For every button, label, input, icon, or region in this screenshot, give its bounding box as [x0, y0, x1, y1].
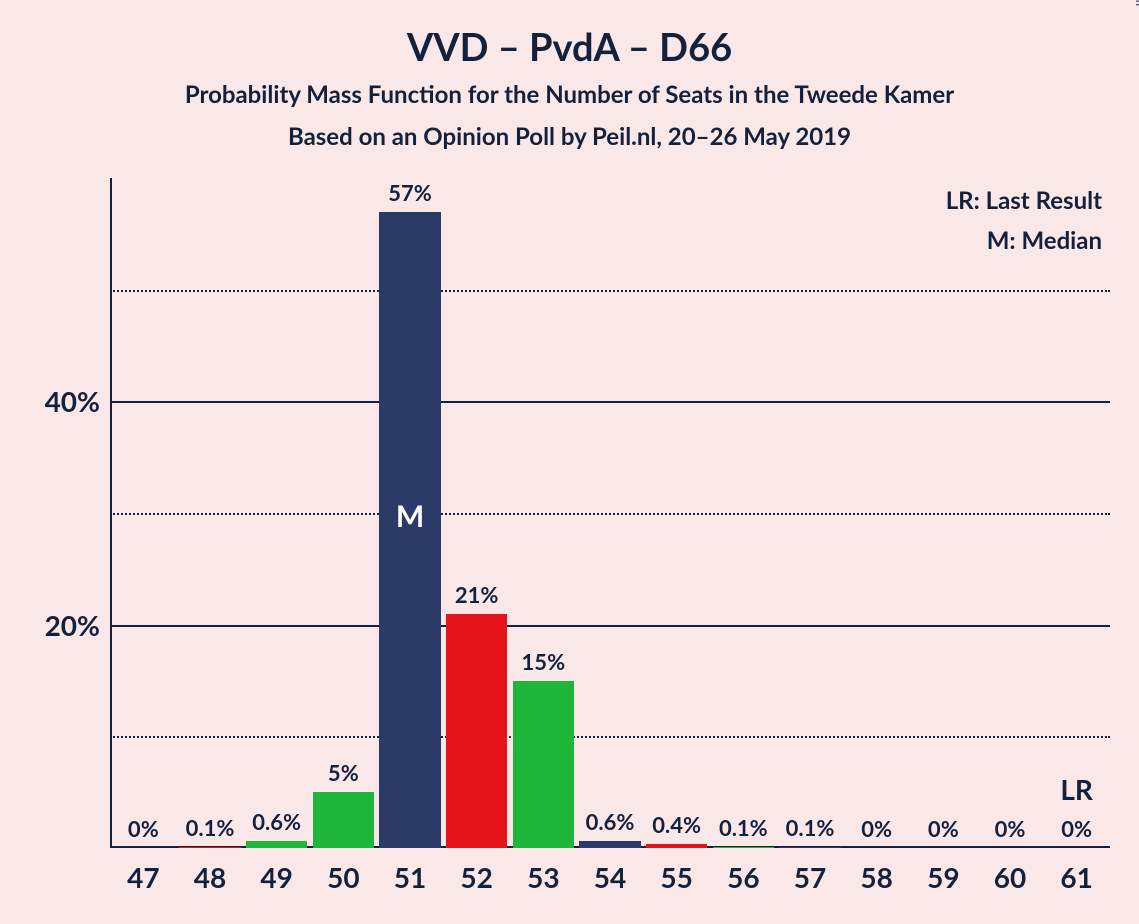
x-tick-label: 49 [260, 848, 292, 894]
bar-label: 5% [328, 759, 359, 786]
x-tick-label: 50 [327, 848, 359, 894]
plot-area: LR: Last Result M: Median 20%40%0%470.1%… [110, 178, 1110, 848]
bar [513, 681, 574, 849]
x-tick-label: 60 [994, 848, 1026, 894]
gridline-minor [110, 290, 1110, 292]
x-tick-label: 59 [927, 848, 959, 894]
x-tick-label: 55 [660, 848, 692, 894]
bar-label: 0% [128, 815, 159, 842]
x-tick-label: 61 [1060, 848, 1092, 894]
bar [246, 841, 307, 848]
median-marker: M [396, 498, 424, 534]
bar [579, 841, 640, 848]
bar-label: 0% [1061, 815, 1092, 842]
bar-label: 0.1% [786, 814, 835, 841]
x-tick-label: 51 [394, 848, 426, 894]
chart-title: VVD – PvdA – D66 [0, 24, 1139, 70]
x-tick-label: 48 [194, 848, 226, 894]
bar [313, 792, 374, 848]
x-tick-label: 47 [127, 848, 159, 894]
y-tick-label: 40% [45, 384, 110, 418]
bar-label: 0% [995, 815, 1026, 842]
x-tick-label: 56 [727, 848, 759, 894]
bar-label: 0.6% [252, 808, 301, 835]
bar-label: 0% [928, 815, 959, 842]
gridline-minor [110, 736, 1110, 738]
chart-subtitle-2: Based on an Opinion Poll by Peil.nl, 20–… [0, 122, 1139, 151]
copyright-text: © 2020 Filip van Laenen [1133, 0, 1139, 6]
bar-label: 57% [388, 179, 432, 206]
legend-lr: LR: Last Result [946, 186, 1102, 215]
x-tick-label: 57 [794, 848, 826, 894]
x-tick-label: 52 [460, 848, 492, 894]
x-tick-label: 54 [594, 848, 626, 894]
bar-label: 21% [455, 581, 499, 608]
last-result-marker: LR [1052, 772, 1102, 806]
gridline-major [110, 625, 1110, 627]
bar-label: 0.1% [719, 814, 768, 841]
legend-m: M: Median [987, 226, 1102, 255]
bar [446, 614, 507, 849]
bar-label: 0.1% [186, 814, 235, 841]
bar-label: 15% [522, 648, 566, 675]
bar-label: 0.4% [652, 811, 701, 838]
x-tick-label: 53 [527, 848, 559, 894]
bar-label: 0.6% [586, 808, 635, 835]
y-tick-label: 20% [45, 608, 110, 642]
gridline-major [110, 401, 1110, 403]
chart-root: VVD – PvdA – D66 Probability Mass Functi… [0, 0, 1139, 924]
chart-subtitle-1: Probability Mass Function for the Number… [0, 80, 1139, 109]
x-tick-label: 58 [860, 848, 892, 894]
gridline-minor [110, 513, 1110, 515]
bar-label: 0% [861, 815, 892, 842]
